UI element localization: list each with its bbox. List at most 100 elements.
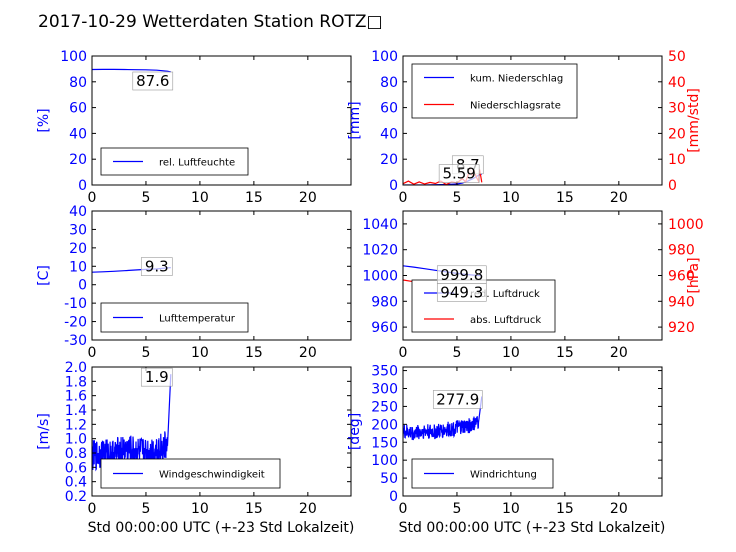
y-tick-label: 50: [380, 471, 398, 487]
series-line-windrichtung: [403, 396, 483, 441]
x-tick-label: 0: [399, 345, 408, 361]
figure-title: 2017-10-29 Wetterdaten Station ROTZ□: [38, 12, 383, 32]
y-tick-label: 0: [389, 178, 398, 194]
y-tick-label: 0: [78, 178, 87, 194]
y-tick-label: 30: [69, 222, 87, 238]
x-tick-label: 0: [88, 345, 97, 361]
legend: kum. Niederschlag Niederschlagsrate: [411, 63, 578, 119]
legend-label: Windrichtung: [470, 470, 537, 481]
x-axis-label-right: Std 00:00:00 UTC (+-23 Std Lokalzeit): [399, 520, 666, 536]
y-tick-label: 0: [389, 489, 398, 505]
y-tick-label: 0.6: [65, 460, 87, 476]
y-tick-label: 1.8: [65, 374, 87, 390]
y-tick-label: 200: [371, 417, 398, 433]
y-tick-label: 20: [380, 152, 398, 168]
y-tick-label: -30: [64, 333, 87, 349]
panel-humidity: 0 5 10 15 20 0 20 40 60 80 100 [%] rel. Luftfeuchte 8…: [36, 49, 352, 206]
y-axis-label: [deg]: [347, 413, 363, 450]
legend: Windrichtung: [411, 458, 554, 489]
annotation-label: 277.9: [436, 390, 479, 408]
plot-area-humidity: [92, 68, 171, 73]
y-tick-label: 40: [380, 126, 398, 142]
x-tick-label: 5: [452, 345, 461, 361]
y-tick-label: 100: [60, 49, 87, 65]
y2-tick-label: 960: [668, 269, 695, 285]
annotation-label: 999.8: [440, 266, 483, 284]
x-tick-label: 20: [299, 501, 317, 517]
panel-wind-speed: 0 5 10 15 20 0.20.40.60.81.01.21.41.61.82.0 [m…: [36, 360, 352, 517]
panel-wind-direction: 0 5 10 15 20050100150200250300350[deg]Windri…: [347, 364, 663, 517]
data-annotation: 87.6: [132, 71, 174, 91]
plot-area-wind-speed: [92, 374, 172, 472]
series-line-windgeschwindigkeit: [92, 374, 172, 472]
y-axis-label: [C]: [36, 265, 52, 286]
y2-axis-label: [mm/std]: [686, 88, 702, 153]
y2-tick-label: 920: [668, 320, 695, 336]
legend: Windgeschwindigkeit: [100, 458, 281, 489]
x-tick-label: 5: [452, 190, 461, 206]
x-tick-label: 10: [502, 501, 520, 517]
y2-tick-label: 0: [668, 178, 677, 194]
plot-frame: [91, 210, 352, 341]
x-tick-label: 0: [88, 190, 97, 206]
y-tick-label: 250: [371, 399, 398, 415]
panel-precipitation: 0 5 10 15 20 0 20 40 60 80 100 [mm] 0 10 20 30 40 50 [mm/s…: [347, 49, 702, 206]
y2-tick-label: 1000: [668, 217, 704, 233]
y-tick-label: 0.8: [65, 446, 87, 462]
annotation-label: 1.9: [145, 368, 169, 386]
annotation-label: 949.3: [440, 283, 483, 301]
data-annotation: 949.3: [436, 283, 487, 302]
y2-tick-label: 10: [668, 152, 686, 168]
y-tick-label: 150: [371, 435, 398, 451]
legend-box: [411, 63, 578, 119]
annotation-box: [432, 390, 483, 409]
legend: Lufttemperatur: [100, 302, 249, 333]
legend-label: red. Luftdruck: [470, 289, 540, 300]
legend-label: Lufttemperatur: [159, 314, 236, 325]
legend-label: Niederschlagsrate: [470, 101, 561, 112]
y-tick-label: 1.0: [65, 432, 87, 448]
series-line-rel-luftfeuchte: [92, 68, 171, 73]
panel-pressure: 0 5 10 15 20 960 980 1000 1020 1040 920 940 960 980 10…: [362, 210, 704, 361]
y-tick-label: 960: [371, 320, 398, 336]
y-tick-label: 1020: [362, 243, 398, 259]
y-axis-label: [m/s]: [36, 413, 52, 450]
y-axis-label: [mm]: [347, 101, 363, 139]
plot-frame: [91, 55, 352, 186]
y-tick-label: 350: [371, 364, 398, 380]
data-annotation: 9.3: [140, 257, 173, 276]
x-tick-label: 0: [399, 190, 408, 206]
annotation-label: 5.59: [442, 165, 475, 183]
y-tick-label: 2.0: [65, 360, 87, 376]
y-tick-label: 100: [371, 49, 398, 65]
y-tick-label: 40: [69, 126, 87, 142]
y2-tick-label: 940: [668, 294, 695, 310]
annotation-box: [438, 164, 480, 183]
legend-label: kum. Niederschlag: [470, 74, 563, 85]
y-tick-label: 1.6: [65, 389, 87, 405]
x-tick-label: 20: [299, 190, 317, 206]
x-tick-label: 10: [191, 190, 209, 206]
y-axis-label: [%]: [36, 108, 52, 132]
y-tick-label: 100: [371, 453, 398, 469]
y-tick-label: 80: [380, 75, 398, 91]
y-tick-label: 300: [371, 382, 398, 398]
y2-axis-label: [hPa]: [686, 257, 702, 293]
x-tick-label: 20: [610, 501, 628, 517]
plot-area-wind-direction: [403, 396, 483, 441]
y-tick-label: 20: [69, 241, 87, 257]
legend: rel. Luftfeuchte: [100, 147, 249, 176]
x-tick-label: 15: [556, 190, 574, 206]
x-tick-label: 15: [245, 190, 263, 206]
x-tick-label: 15: [245, 501, 263, 517]
x-tick-label: 20: [610, 190, 628, 206]
annotation-label: 9.3: [145, 258, 169, 276]
annotation-box: [140, 257, 173, 276]
plot-frame: [402, 55, 663, 186]
y-tick-label: 1.4: [65, 403, 87, 419]
annotation-box: [140, 367, 173, 387]
x-tick-label: 15: [556, 501, 574, 517]
y2-tick-label: 30: [668, 101, 686, 117]
x-tick-label: 15: [245, 345, 263, 361]
x-tick-label: 10: [502, 190, 520, 206]
